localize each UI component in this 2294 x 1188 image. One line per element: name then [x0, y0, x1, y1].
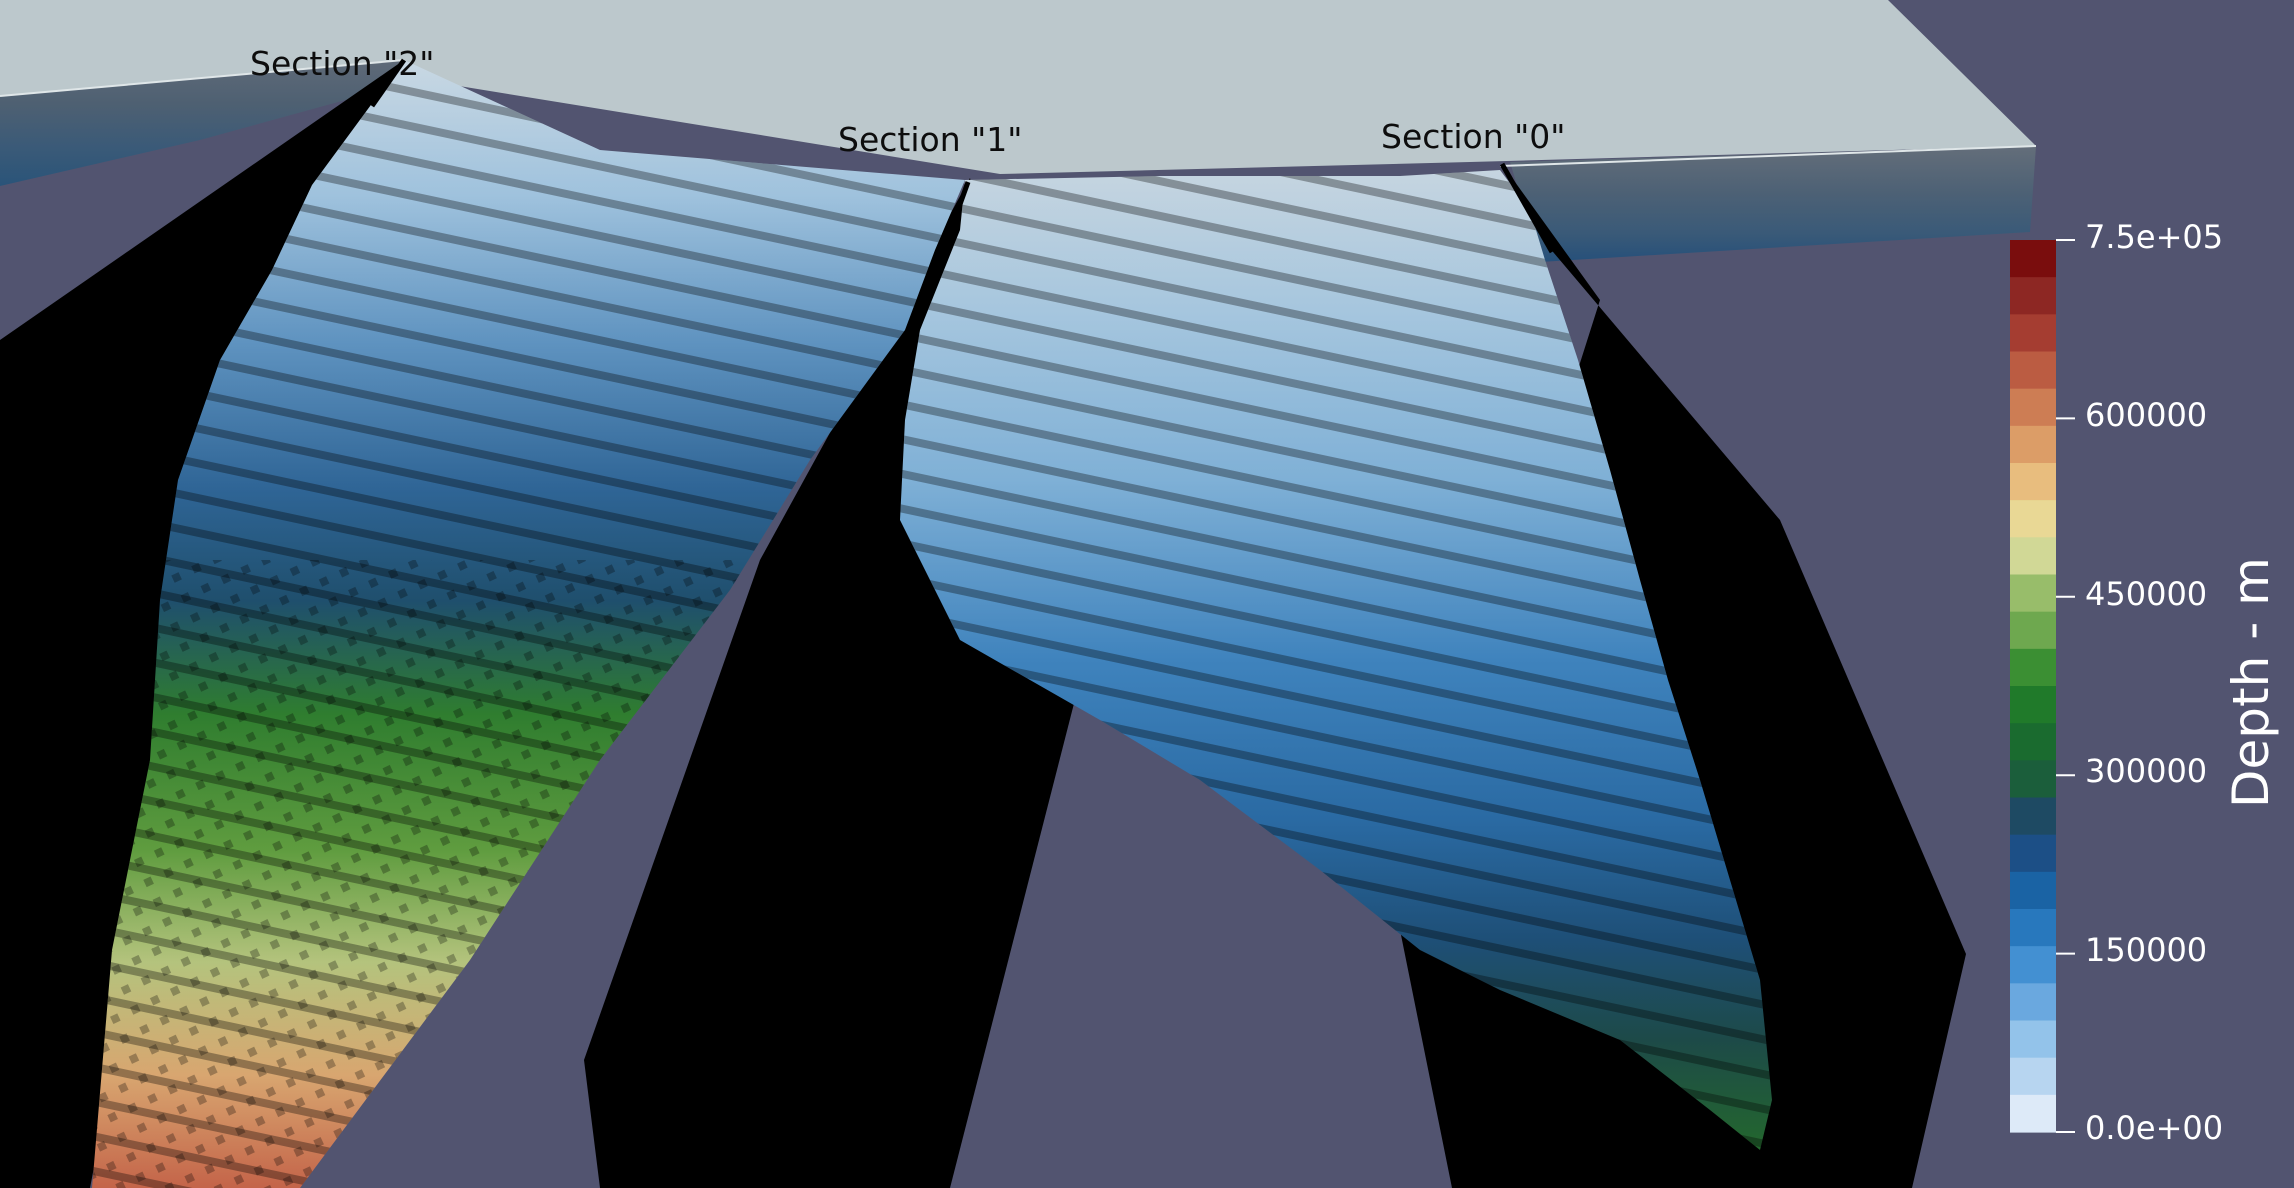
colorbar-swatch: [2010, 760, 2056, 799]
colorbar-swatch: [2010, 277, 2056, 315]
slab-edge-right: [1510, 146, 2036, 262]
colorbar-swatch: [2010, 1094, 2056, 1133]
slab-edge-highlight: [0, 59, 405, 97]
colorbar-swatch: [2010, 425, 2056, 464]
surface-slab: [0, 0, 2036, 174]
colorbar-swatch: [2010, 500, 2056, 538]
colorbar-tick-label: 450000: [2085, 575, 2208, 613]
colorbar-tick-label: 600000: [2085, 396, 2208, 434]
colorbar-tick-label: 0.0e+00: [2085, 1109, 2224, 1147]
section-2-cut-line: [369, 58, 407, 108]
colorbar-swatch: [2010, 723, 2056, 761]
colorbar-swatch: [2010, 946, 2056, 984]
colorbar-swatch: [2010, 388, 2056, 427]
section-label-1: Section "1": [838, 120, 1023, 159]
colorbar-swatch: [2010, 611, 2056, 650]
colorbar-tick-label: 150000: [2085, 931, 2208, 969]
colorbar-swatch: [2010, 463, 2056, 501]
colorbar-swatch: [2010, 797, 2056, 836]
colorbar: [2010, 239, 2075, 1133]
section-label-2: Section "2": [250, 44, 435, 83]
section-label-0: Section "0": [1381, 117, 1566, 156]
colorbar-swatch: [2010, 314, 2056, 353]
colorbar-swatch: [2010, 648, 2056, 687]
colorbar-swatch: [2010, 983, 2056, 1022]
slab-edge-left: [0, 60, 404, 186]
colorbar-swatch: [2010, 351, 2056, 390]
colorbar-swatch: [2010, 686, 2056, 724]
colorbar-tick-label: 300000: [2085, 752, 2208, 790]
colorbar-title: Depth - m: [2222, 557, 2280, 808]
colorbar-swatch: [2010, 537, 2056, 576]
colorbar-swatch: [2010, 1057, 2056, 1096]
section-1-cut-line: [937, 181, 971, 261]
slab-edge-highlight: [1499, 145, 2037, 167]
colorbar-swatch: [2010, 1020, 2056, 1059]
colorbar-swatch: [2010, 834, 2056, 873]
colorbar-swatch: [2010, 871, 2056, 910]
colorbar-swatch: [2010, 240, 2056, 278]
colorbar-swatch: [2010, 909, 2056, 947]
section-0-cut-line: [1499, 162, 1555, 254]
colorbar-tick-label: 7.5e+05: [2085, 218, 2224, 256]
colorbar-swatch: [2010, 574, 2056, 613]
section-2-shadow: [0, 60, 404, 1188]
